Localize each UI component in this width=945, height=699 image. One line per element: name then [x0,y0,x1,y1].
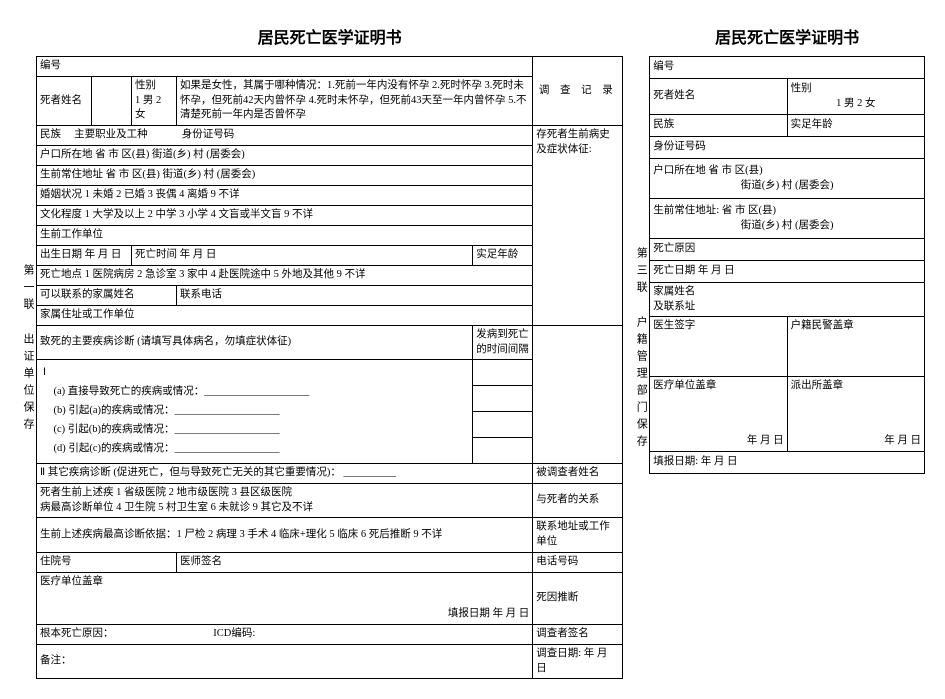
r-ethnic: 民族 [650,115,787,137]
deathplace-row: 死亡地点 1 医院病房 2 急诊室 3 家中 4 赴医院途中 5 外地及其他 9… [37,266,533,286]
r-deathdate: 死亡日期 年 月 日 [650,261,925,283]
contact-addr: 家属住址或工作单位 [37,306,533,326]
r-hukouseal: 户籍民警盖章 [787,317,924,377]
idcard-label: 身份证号码 [182,129,235,140]
serial-cell: 编号 [37,57,533,77]
interval-header: 发病到死亡的时间间隔 [473,326,533,360]
r-age: 实足年龄 [787,115,924,137]
r-docsign: 医生签字 [650,317,787,377]
diag-d: (d) 引起(c)的疾病或情况：____________________ [54,443,280,454]
admission-cell: 住院号 [37,552,177,572]
inference-cell: 死因推断 [533,572,623,624]
edu-row: 文化程度 1 大学及以上 2 中学 3 小学 4 文盲或半文盲 9 不详 [37,206,533,226]
r-hukou: 户口所在地 省 市 区(县) 街道(乡) 村 (居委会) [650,159,925,199]
ethnic-label: 民族 [40,129,61,140]
hosp-level: 死者生前上述疾 1 省级医院 2 地市级医院 3 县区级医院 病最高诊断单位 4… [37,483,533,517]
hosp-seal-cell: 医疗单位盖章 填报日期 年 月 日 [37,572,533,624]
side-label-right: 第三联 户籍管理部门保存 [633,20,649,679]
marital-row: 婚姻状况 1 未婚 2 已婚 3 丧偶 4 离婚 9 不详 [37,186,533,206]
report-date: 填报日期 年 月 日 [40,607,529,622]
title-left: 居民死亡医学证明书 [36,24,623,48]
form-copy-1: 第一联 出证单位保存 居民死亡医学证明书 编号 调 查 记 录 死者姓名 性别 … [20,20,623,679]
survey-date-cell: 调查日期: 年 月 日 [533,645,623,679]
deathtime-cell: 死亡时间 年 月 日 [132,246,473,266]
doctor-sign: 医师签名 [177,552,533,572]
hukou-row: 户口所在地 省 市 区(县) 街道(乡) 村 (居委会) [37,146,533,166]
history-cell: 存死者生前病史及症状体征: [533,126,623,326]
r-sex-opts: 1 男 2 女 [791,97,921,112]
r-addr: 生前常住地址: 省 市 区(县) 街道(乡) 村 (居委会) [650,199,925,239]
r-reportdate: 填报日期: 年 月 日 [650,451,925,473]
sec-I-label: Ⅰ [43,367,46,378]
icd-label: ICD编码: [213,628,255,639]
ethnic-row: 民族 主要职业及工种 身份证号码 [37,126,533,146]
age-cell: 实足年龄 [473,246,533,266]
investigator-cell: 调查者签名 [533,625,623,645]
respondent-cell: 被调查者姓名 [533,463,623,483]
remark-cell: 备注： [37,645,533,679]
diag-a: (a) 直接导致死亡的疾病或情况：____________________ [54,386,310,397]
phone-cell: 电话号码 [533,552,623,572]
basis-row: 生前上述疾病最高诊断依据：1 尸检 2 病理 3 手术 4 临床+理化 5 临床… [37,518,533,552]
r-date2: 年 月 日 [791,434,921,449]
r-medseal-cell: 医疗单位盖章 年 月 日 [650,377,787,451]
main-grid-right: 编号 死者姓名 性别 1 男 2 女 民族 实足年龄 身份证号码 户口所在地 [649,56,925,474]
r-sex-label: 性别 [791,82,921,97]
birth-cell: 出生日期 年 月 日 [37,246,132,266]
diag-header: 致死的主要疾病诊断 (请填写具体病名，勿填症状体征) [37,326,473,360]
contact-addr2: 联系地址或工作单位 [533,518,623,552]
r-policeseal: 派出所盖章 [791,379,921,394]
contact-name: 可以联系的家属姓名 [37,286,177,306]
hosp-seal-label: 医疗单位盖章 [40,575,529,590]
diag-c: (c) 引起(b)的疾病或情况：____________________ [54,424,280,435]
side-label-left: 第一联 出证单位保存 [20,20,36,679]
r-date1: 年 月 日 [653,434,783,449]
r-hukou2: 街道(乡) 村 (居委会) [653,179,921,194]
survey-title: 调 查 记 录 [533,57,623,126]
r-hukou1: 户口所在地 省 市 区(县) [653,164,921,179]
occupation-label: 主要职业及工种 [74,129,148,140]
diag-b: (b) 引起(a)的疾病或情况：____________________ [54,405,280,416]
title-right: 居民死亡医学证明书 [649,24,925,48]
r-addr2: 街道(乡) 村 (居委会) [653,219,921,234]
sec-II: Ⅱ 其它疾病诊断 (促进死亡，但与导致死亡无关的其它重要情况)： _______… [37,463,533,483]
main-grid-left: 编号 调 查 记 录 死者姓名 性别 1 男 2 女 如果是女性，其属于哪种情况… [36,56,623,679]
relation-cell: 与死者的关系 [533,483,623,517]
r-serial: 编号 [650,57,925,79]
r-medseal: 医疗单位盖章 [653,379,783,394]
r-addr1: 生前常住地址: 省 市 区(县) [653,204,921,219]
r-sex: 性别 1 男 2 女 [787,79,924,115]
sex-opts: 1 男 2 女 [135,94,173,123]
r-name: 死者姓名 [650,79,787,115]
addr-row: 生前常住地址 省 市 区(县) 街道(乡) 村 (居委会) [37,166,533,186]
r-idcard: 身份证号码 [650,137,925,159]
contact-phone: 联系电话 [177,286,533,306]
r-family: 家属姓名 及联系址 [650,283,925,317]
sex-label: 性别 [135,79,173,94]
form-copy-3: 第三联 户籍管理部门保存 居民死亡医学证明书 编号 死者姓名 性别 1 男 2 … [633,20,925,679]
root-cause-label: 根本死亡原因： [40,628,114,639]
r-cause: 死亡原因 [650,239,925,261]
name-label: 死者姓名 [37,77,92,126]
section-I: Ⅰ (a) 直接导致死亡的疾病或情况：____________________ … [37,360,473,463]
r-policeseal-cell: 派出所盖章 年 月 日 [787,377,924,451]
sex-cell: 性别 1 男 2 女 [132,77,177,126]
workunit-row: 生前工作单位 [37,226,533,246]
female-note: 如果是女性，其属于哪种情况：1.死前一年内没有怀孕 2.死时怀孕 3.死时未怀孕… [177,77,533,126]
root-cause-row: 根本死亡原因： ICD编码: [37,625,533,645]
